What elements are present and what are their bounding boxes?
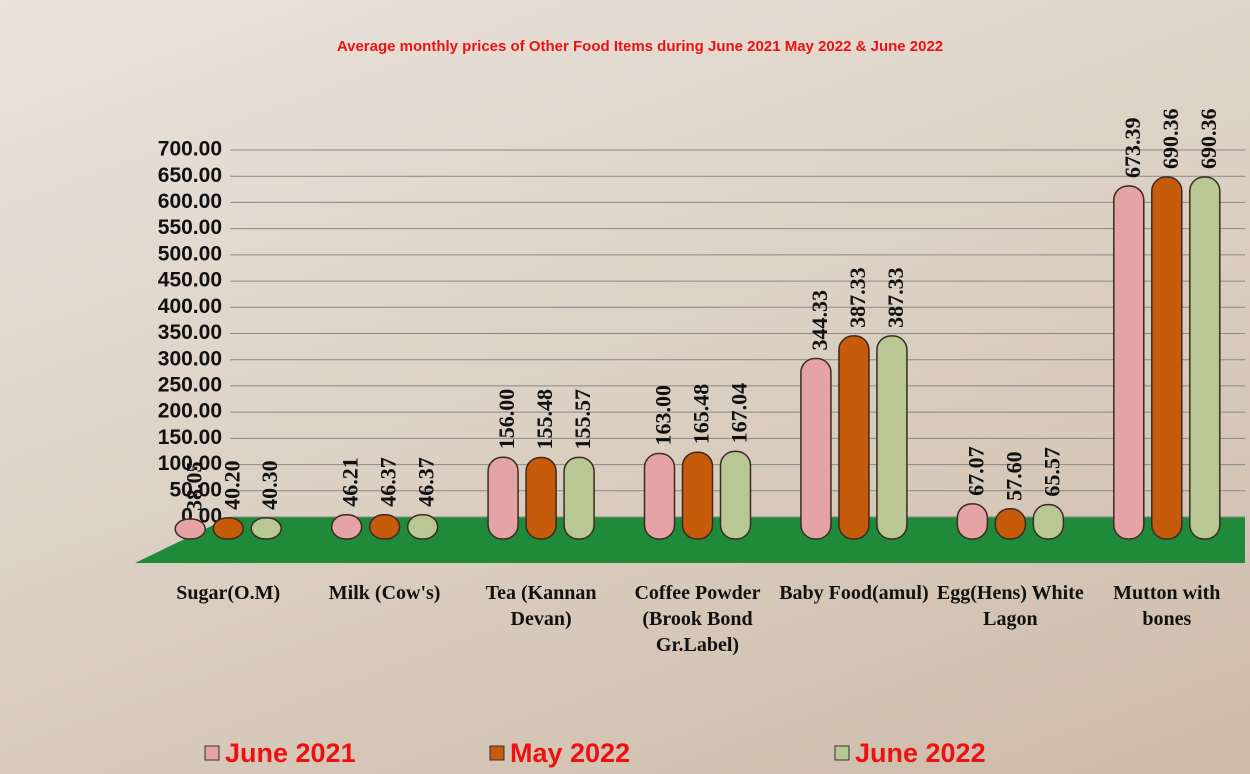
bar <box>957 504 987 539</box>
x-tick-label: Egg(Hens) White Lagon <box>935 580 1085 632</box>
x-tick-label: Milk (Cow's) <box>310 580 460 606</box>
chart-title: Average monthly prices of Other Food Ite… <box>337 38 943 55</box>
bar <box>251 518 281 539</box>
y-tick-label: 250.00 <box>158 373 222 396</box>
y-tick-label: 550.00 <box>158 216 222 239</box>
value-label: 46.21 <box>338 457 363 507</box>
value-label: 65.57 <box>1039 447 1064 497</box>
value-label: 40.30 <box>257 460 282 510</box>
chart-area: Average monthly prices of Other Food Ite… <box>0 0 1250 774</box>
value-label: 165.48 <box>689 384 714 445</box>
value-label: 155.48 <box>532 389 557 450</box>
value-label: 46.37 <box>376 457 401 507</box>
x-tick-label: Tea (Kannan Devan) <box>466 580 616 632</box>
x-tick-label: Coffee Powder (Brook Bond Gr.Label) <box>623 580 773 658</box>
bar <box>683 452 713 539</box>
bar <box>839 336 869 539</box>
bar <box>332 515 362 539</box>
legend-swatch <box>490 746 504 760</box>
bar <box>1114 186 1144 539</box>
value-label: 387.33 <box>883 267 908 328</box>
legend-label: June 2022 <box>855 738 986 768</box>
y-tick-label: 500.00 <box>158 242 222 265</box>
value-label: 167.04 <box>727 383 752 444</box>
bar <box>213 518 243 539</box>
bar <box>526 457 556 539</box>
value-label: 40.20 <box>219 460 244 510</box>
y-tick-label: 650.00 <box>158 164 222 187</box>
bar <box>175 519 205 539</box>
bar <box>877 336 907 539</box>
value-label: 46.37 <box>414 457 439 507</box>
value-label: 344.33 <box>807 290 832 351</box>
bar <box>721 451 751 539</box>
bar <box>645 454 675 539</box>
y-tick-label: 400.00 <box>158 295 222 318</box>
y-tick-label: 200.00 <box>158 400 222 423</box>
value-label: 67.07 <box>963 446 988 496</box>
value-label: 690.36 <box>1158 109 1183 170</box>
x-tick-label: Baby Food(amul) <box>779 580 929 606</box>
legend-label: June 2021 <box>225 738 356 768</box>
y-tick-label: 700.00 <box>158 138 222 161</box>
bar <box>801 358 831 539</box>
bar <box>488 457 518 539</box>
value-label: 38.05 <box>181 462 206 512</box>
y-tick-label: 450.00 <box>158 269 222 292</box>
y-tick-label: 600.00 <box>158 190 222 213</box>
x-tick-label: Mutton with bones <box>1092 580 1242 632</box>
bar <box>1190 177 1220 539</box>
y-tick-label: 150.00 <box>158 426 222 449</box>
value-label: 156.00 <box>494 389 519 449</box>
y-tick-label: 300.00 <box>158 347 222 370</box>
bar <box>1033 505 1063 539</box>
value-label: 57.60 <box>1001 451 1026 501</box>
y-tick-label: 350.00 <box>158 321 222 344</box>
legend-swatch <box>835 746 849 760</box>
bar <box>408 515 438 539</box>
value-label: 163.00 <box>651 385 676 446</box>
value-label: 673.39 <box>1120 117 1145 178</box>
value-label: 690.36 <box>1196 109 1221 170</box>
legend-swatch <box>205 746 219 760</box>
value-label: 155.57 <box>570 389 595 450</box>
bar <box>564 457 594 539</box>
bar <box>1152 177 1182 539</box>
bar <box>370 515 400 539</box>
value-label: 387.33 <box>845 267 870 328</box>
bar <box>995 509 1025 539</box>
x-tick-label: Sugar(O.M) <box>153 580 303 606</box>
legend-label: May 2022 <box>510 738 630 768</box>
